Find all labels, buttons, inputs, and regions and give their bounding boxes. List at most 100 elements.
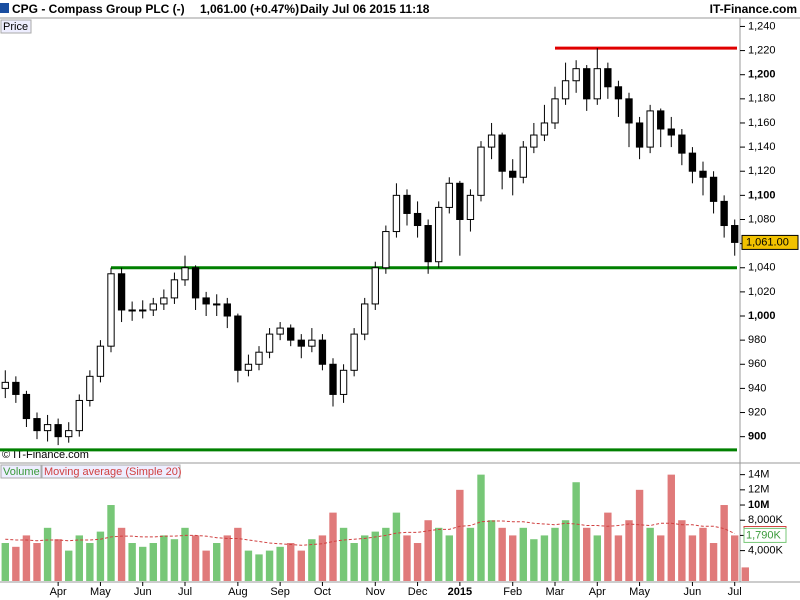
volume-bar [170,539,179,581]
candle-body [202,297,210,305]
candle-body [678,134,686,154]
candle-body [456,182,464,220]
candle-body [466,194,475,220]
volume-bar [435,527,443,581]
candle-body [96,345,105,377]
y-tick-label: 1,040 [748,262,776,274]
volume-bar [265,550,274,581]
candle-body [276,327,284,335]
x-tick-label: Dec [408,586,428,598]
candle-body [392,194,401,233]
volume-bar [424,520,432,581]
volume-bar [22,535,31,581]
volume-bar [382,527,390,581]
x-tick-label: May [90,586,111,598]
volume-bar [191,535,200,581]
candle-body [33,418,41,432]
volume-bar [117,527,126,581]
volume-bar [699,527,707,581]
volume-bar [551,527,559,581]
volume-bar [604,512,612,581]
candle-body [519,146,527,178]
candle-body [329,363,337,395]
volume-bar [519,527,527,581]
candle-body [361,303,369,335]
volume-bar [213,543,221,581]
candle-body [234,315,242,371]
candle-body [265,333,274,353]
y-tick-label: 1,200 [748,69,776,81]
volume-bar [96,531,105,581]
volume-tick-label: 8,000K [748,514,784,526]
candle-body [709,176,718,202]
candle-body [731,225,739,243]
candle-body [12,381,20,395]
volume-label-box [0,464,42,479]
y-tick-label: 1,140 [748,141,776,153]
volume-bar [339,527,348,581]
candle-body [572,68,580,82]
candle-body [583,68,591,100]
x-tick-label: 2015 [448,586,472,598]
quote: 1,061.00 (+0.47%) [200,2,299,16]
volume-bar [413,543,422,581]
volume-bar [466,527,475,581]
volume-bar [731,535,739,581]
volume-bar [509,535,517,581]
candle-body [191,267,200,299]
volume-bar [86,543,94,581]
volume-bar [181,527,189,581]
volume-bar [403,535,411,581]
pane-label-box [0,19,32,34]
candle-body [1,381,9,389]
y-tick-label: 940 [748,382,766,394]
volume-bar [667,474,675,581]
y-tick-label: 980 [748,334,766,346]
candle-body [509,170,517,178]
volume-bar [234,527,242,581]
candle-body [561,80,570,100]
candle-body [413,212,422,227]
last-volume-box [743,527,787,543]
last-price-label: 1,061.00 [746,236,789,248]
candle-body [318,339,327,365]
volume-tick-label: 14M [748,469,769,481]
volume-bar [297,550,305,581]
candle-body [646,110,654,148]
candle-body [244,363,253,371]
y-tick-label: 1,100 [748,189,776,201]
volume-bar [255,554,263,581]
candle-body [435,206,443,263]
candle-body [604,68,612,88]
candle-body [308,339,316,347]
candle-body [107,273,115,347]
source: IT-Finance.com [710,2,797,16]
y-tick-label: 920 [748,406,766,418]
y-tick-label: 1,180 [748,93,776,105]
volume-bar [1,543,9,581]
candle-body [75,399,83,432]
candle-body [635,122,644,148]
y-tick-label: 1,080 [748,213,776,225]
x-tick-label: Mar [546,586,565,598]
volume-bar [33,543,41,581]
candle-body [424,225,432,263]
x-tick-label: May [629,586,650,598]
volume-bar [583,527,591,581]
volume-bar [498,527,506,581]
candle-body [22,393,31,420]
volume-bar [202,550,210,581]
x-tick-label: Jul [178,586,192,598]
volume-bar [329,512,337,581]
volume-bar [456,489,464,581]
volume-bar [43,527,52,581]
volume-bar [678,520,686,581]
y-tick-label: 1,160 [748,117,776,129]
volume-bar [540,535,549,581]
y-tick-label: 1,000 [748,310,776,322]
candle-body [371,267,379,305]
candle-body [213,303,221,306]
candle-body [128,309,136,312]
